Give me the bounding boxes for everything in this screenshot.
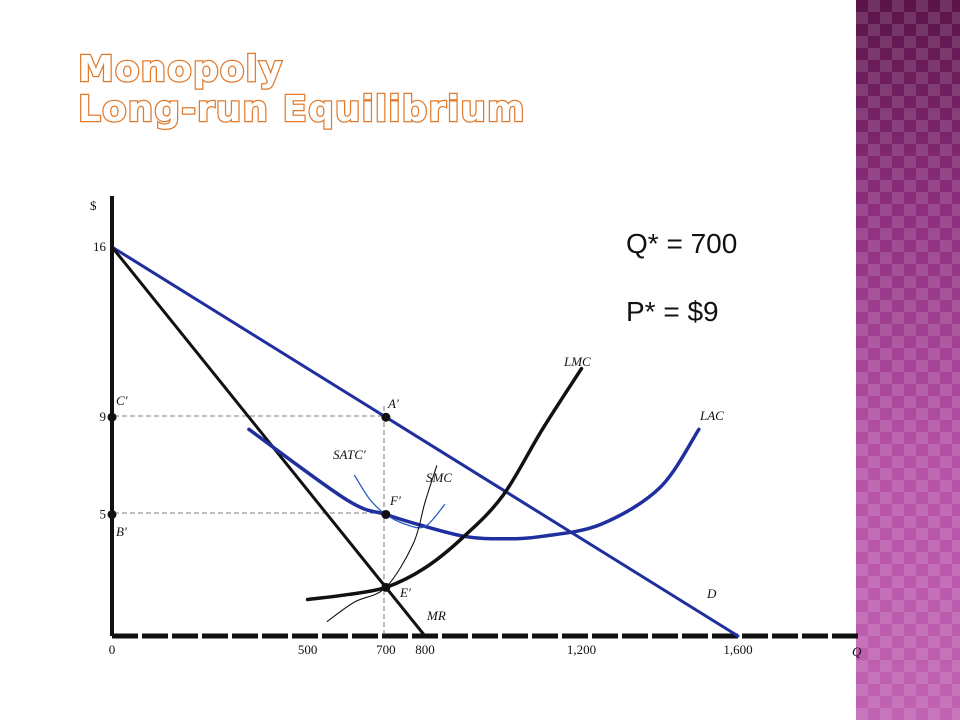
- x-tick-label: 1,200: [567, 642, 596, 657]
- label-smc: SMC: [426, 470, 452, 485]
- equilibrium-quantity-label: Q* = 700: [626, 228, 738, 259]
- point-f: [381, 509, 391, 519]
- title-line-2: Long-run Equilibrium: [77, 88, 526, 131]
- monopoly-chart: $ Q 0 500 700 800 1,200 1,600 16 9 5 LMC LAC SAT…: [90, 196, 862, 659]
- equilibrium-price-label: P* = $9: [626, 296, 719, 327]
- point-e: [381, 582, 391, 592]
- curve-lac: [247, 427, 701, 541]
- decorative-side-strip: [856, 0, 960, 720]
- x-axis-label: Q: [852, 644, 862, 659]
- label-lmc: LMC: [563, 354, 591, 369]
- guide-lines: [114, 406, 385, 636]
- x-tick-label: 700: [376, 642, 396, 657]
- curves: [110, 245, 740, 638]
- point-a: [381, 412, 391, 422]
- y-tick-label: 5: [100, 506, 107, 521]
- label-e-prime: E′: [399, 585, 411, 600]
- label-b-prime: B′: [116, 524, 127, 539]
- y-tick-label: 16: [93, 239, 107, 254]
- label-d: D: [706, 586, 717, 601]
- point-labels: A′ C′ B′ F′ E′: [116, 393, 411, 600]
- label-mr: MR: [426, 608, 446, 623]
- curve-d: [110, 245, 740, 638]
- x-tick-label: 800: [415, 642, 435, 657]
- x-tick-label: 1,600: [723, 642, 752, 657]
- label-satc: SATC′: [333, 447, 366, 462]
- label-lac: LAC: [699, 408, 724, 423]
- points: [107, 412, 391, 592]
- point-c: [107, 412, 117, 422]
- y-tick-label: 9: [100, 409, 107, 424]
- title-line-1: Monopoly: [77, 48, 284, 91]
- point-b: [107, 509, 117, 519]
- x-tick-label: 500: [298, 642, 318, 657]
- axes: $ Q: [90, 196, 862, 659]
- label-f-prime: F′: [389, 493, 401, 508]
- slide-title: Monopoly Long-run Equilibrium: [77, 48, 526, 131]
- curve-smc: [326, 465, 438, 622]
- curve-lmc: [305, 366, 584, 602]
- label-a-prime: A′: [387, 396, 399, 411]
- curve-labels: LMC LAC SATC′ SMC D MR: [333, 354, 724, 623]
- y-axis-label: $: [90, 198, 97, 213]
- curve-satc: [353, 474, 446, 529]
- curve-mr: [110, 245, 427, 638]
- x-tick-label: 0: [109, 642, 116, 657]
- label-c-prime: C′: [116, 393, 128, 408]
- tick-labels: 0 500 700 800 1,200 1,600 16 9 5: [93, 239, 753, 657]
